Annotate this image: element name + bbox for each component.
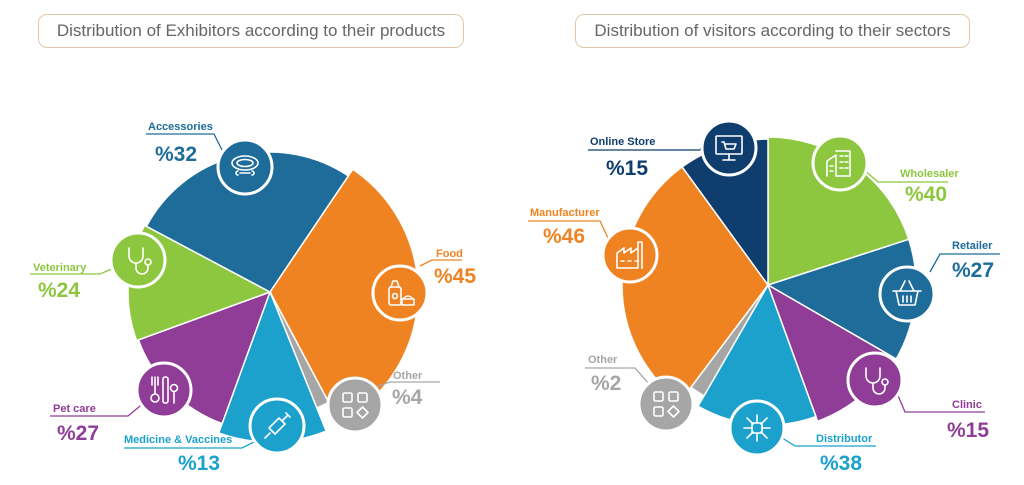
leader-line-pet-care xyxy=(50,401,146,417)
leader-line-distributor xyxy=(778,435,876,447)
slice-value-distributor: %38 xyxy=(820,452,862,475)
slice-value-accessories: %32 xyxy=(155,143,197,166)
slice-label-retailer: Retailer xyxy=(952,240,993,252)
slice-label-food: Food xyxy=(436,248,463,260)
leader-line-wholesaler xyxy=(863,169,948,183)
slice-label-online-store: Online Store xyxy=(590,136,655,148)
stethoscope-icon xyxy=(109,231,167,289)
syringe-icon xyxy=(248,397,306,455)
network-icon xyxy=(728,399,786,457)
slice-label-veterinary: Veterinary xyxy=(33,262,87,274)
slice-label-distributor: Distributor xyxy=(816,433,873,445)
leader-line-medicine-vaccines xyxy=(124,439,259,449)
collar-icon xyxy=(216,138,274,196)
basket-icon xyxy=(878,265,936,323)
leader-line-other xyxy=(585,367,650,385)
slice-value-retailer: %27 xyxy=(952,259,994,282)
leader-line-other xyxy=(371,381,440,389)
warehouse-icon xyxy=(811,134,869,192)
pet-food-icon xyxy=(371,264,429,322)
slice-label-medicine-vaccines: Medicine & Vaccines xyxy=(124,434,232,446)
slice-value-food: %45 xyxy=(434,265,476,288)
slice-value-clinic: %15 xyxy=(947,419,989,442)
slice-value-veterinary: %24 xyxy=(38,279,80,302)
slice-value-online-store: %15 xyxy=(606,157,648,180)
chart-title-exhibitors: Distribution of Exhibitors according to … xyxy=(38,14,464,48)
leader-line-clinic xyxy=(896,392,985,413)
grooming-tools-icon xyxy=(135,361,193,419)
pie-chart-visitors: Wholesaler %40 Retailer %27 Clinic %15 Distrib… xyxy=(528,119,1000,475)
slice-label-accessories: Accessories xyxy=(148,121,213,133)
slice-label-other: Other xyxy=(393,370,423,382)
grid-shapes-icon xyxy=(637,375,695,433)
chart-title-visitors: Distribution of visitors according to th… xyxy=(575,14,970,48)
slice-label-wholesaler: Wholesaler xyxy=(900,168,959,180)
slice-label-manufacturer: Manufacturer xyxy=(530,207,600,219)
stethoscope-icon xyxy=(846,351,904,409)
slice-label-pet-care: Pet care xyxy=(53,403,96,415)
slice-value-medicine-vaccines: %13 xyxy=(178,452,220,475)
slice-value-other: %4 xyxy=(392,386,423,409)
factory-icon xyxy=(601,226,659,284)
leader-line-food xyxy=(419,259,462,267)
leader-line-retailer xyxy=(929,253,1000,273)
online-store-icon xyxy=(700,119,758,177)
leader-line-veterinary xyxy=(30,267,115,275)
slice-value-wholesaler: %40 xyxy=(905,183,947,206)
leader-line-accessories xyxy=(146,133,223,151)
slice-value-other: %2 xyxy=(591,372,621,395)
slice-value-manufacturer: %46 xyxy=(543,225,585,248)
grid-shapes-icon xyxy=(326,376,384,434)
slice-label-clinic: Clinic xyxy=(952,399,982,411)
leader-line-manufacturer xyxy=(528,220,609,239)
slice-label-other: Other xyxy=(588,354,618,366)
slice-value-pet-care: %27 xyxy=(57,422,99,445)
pie-chart-exhibitors: Food %45 Other %4 Medicine & Vaccines %13 Pet … xyxy=(30,121,476,475)
